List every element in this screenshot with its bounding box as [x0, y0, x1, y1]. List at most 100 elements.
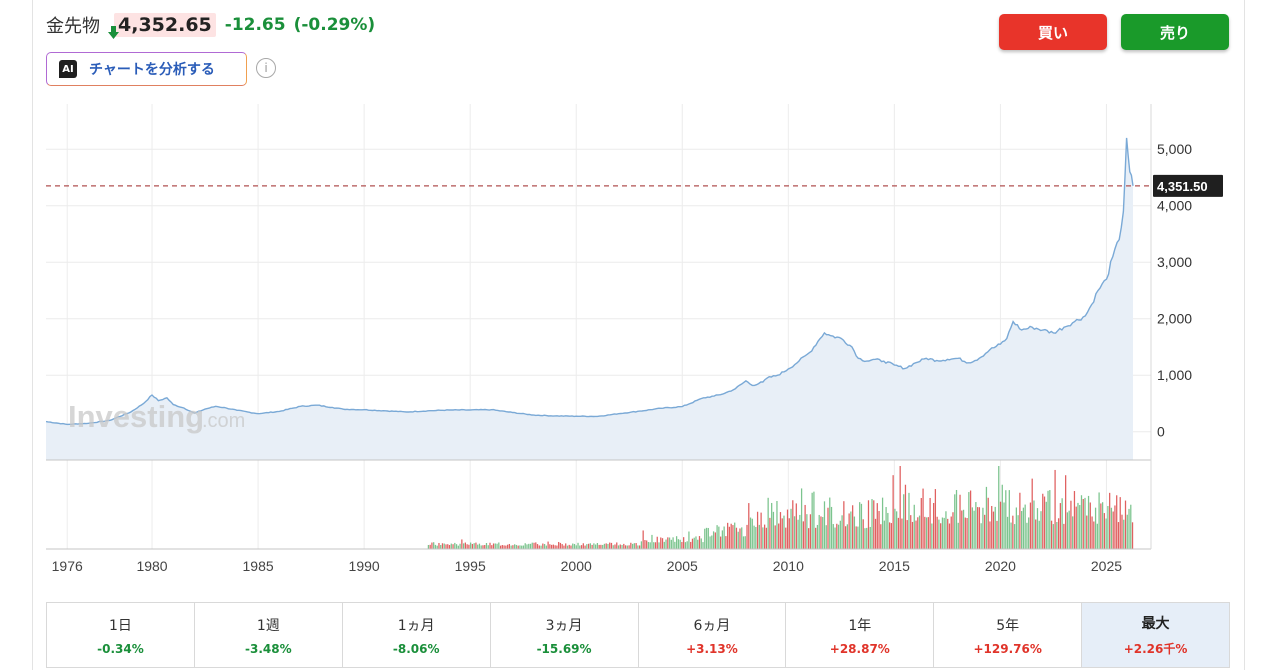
volume-bar — [829, 497, 831, 549]
volume-bar — [529, 543, 532, 549]
period-2[interactable]: 1ヵ月 -8.06% — [343, 603, 491, 667]
volume-bar — [656, 536, 658, 549]
period-0[interactable]: 1日 -0.34% — [47, 603, 195, 667]
x-tick-label: 2005 — [667, 558, 698, 574]
volume-bar — [901, 518, 903, 549]
price-line-series — [46, 137, 1134, 426]
volume-bar — [538, 545, 540, 549]
x-tick-label: 1990 — [349, 558, 380, 574]
volume-bar — [683, 537, 685, 549]
volume-bar — [427, 544, 430, 549]
watermark-suffix: .com — [202, 410, 245, 432]
period-label: 1週 — [256, 617, 280, 634]
volume-bar — [1114, 505, 1116, 549]
volume-bar — [885, 507, 887, 549]
period-3[interactable]: 3ヵ月 -15.69% — [491, 603, 639, 667]
volume-bar — [461, 539, 463, 549]
volume-bar — [772, 511, 775, 549]
price-chart[interactable]: Investing .com 5,000 4,000 3,000 2,000 1,000… — [46, 104, 1230, 584]
volume-bar — [573, 543, 576, 549]
volume-bar — [727, 522, 729, 549]
volume-bar — [577, 542, 579, 549]
volume-bar — [693, 537, 695, 549]
period-label: 1ヵ月 — [397, 617, 435, 634]
volume-bar — [964, 517, 966, 549]
price-area-fill — [46, 137, 1133, 460]
volume-bar — [721, 530, 724, 549]
period-5[interactable]: 1年 +28.87% — [786, 603, 935, 667]
volume-bar — [690, 541, 692, 549]
volume-bar — [892, 475, 894, 549]
volume-bar — [749, 517, 752, 549]
volume-bar — [966, 518, 968, 549]
volume-bar — [705, 527, 708, 549]
volume-bar — [688, 531, 690, 549]
volume-bar — [834, 527, 836, 549]
volume-bar — [628, 545, 630, 549]
volume-bar — [644, 540, 646, 549]
current-price-tag: 4,351.50 — [1153, 174, 1223, 197]
volume-bar — [1116, 495, 1118, 549]
volume-bar — [547, 541, 549, 549]
buy-button[interactable]: 買い — [999, 14, 1107, 50]
volume-bar — [610, 542, 613, 549]
volume-bar — [496, 543, 498, 549]
volume-bar — [1019, 492, 1021, 549]
volume-bar — [1049, 490, 1051, 549]
volume-bar — [1101, 502, 1104, 549]
period-6[interactable]: 5年 +129.76% — [934, 603, 1083, 667]
volume-bar — [1054, 469, 1056, 549]
volume-bar — [677, 539, 680, 549]
volume-bar — [976, 507, 979, 549]
volume-bar — [827, 507, 829, 549]
volume-bar — [940, 523, 942, 549]
volume-bar — [1103, 513, 1106, 549]
volume-bar — [607, 543, 609, 549]
x-axis: 1976 1980 1985 1990 1995 2000 2005 2010 2015 2020… — [52, 558, 1123, 574]
period-7[interactable]: 最大 +2.26千% — [1082, 603, 1229, 667]
current-price-tag-label: 4,351.50 — [1157, 179, 1208, 194]
volume-bar — [452, 544, 454, 549]
volume-bar — [455, 544, 458, 549]
volume-bar — [841, 515, 843, 549]
volume-bar — [1068, 510, 1070, 549]
volume-bar — [742, 536, 745, 549]
volume-bar — [728, 526, 731, 549]
volume-bar — [799, 514, 801, 549]
volume-bar — [617, 545, 620, 549]
volume-bar — [494, 543, 496, 549]
volume-bar — [881, 497, 884, 549]
info-icon[interactable]: i — [256, 58, 276, 78]
volume-bar — [1072, 516, 1074, 549]
analyze-chart-button[interactable]: AI チャートを分析する — [46, 52, 247, 86]
volume-bar — [904, 484, 907, 549]
volume-bar — [755, 526, 757, 549]
performance-periods: 1日 -0.34% 1週 -3.48% 1ヵ月 -8.06% 3ヵ月 -15.69% 6ヵ月 +3… — [46, 602, 1230, 668]
volume-bar — [809, 514, 812, 549]
period-4[interactable]: 6ヵ月 +3.13% — [639, 603, 787, 667]
volume-bar — [647, 542, 650, 549]
instrument-header: 金先物 4,352.65 -12.65 (-0.29%) — [46, 10, 375, 40]
volume-bar — [1109, 492, 1111, 549]
volume-bar — [457, 545, 459, 549]
volume-bar — [725, 536, 727, 549]
volume-bar — [568, 544, 570, 549]
volume-bar — [584, 545, 586, 549]
volume-bar — [843, 501, 845, 549]
volume-bar — [1021, 511, 1023, 549]
volume-bar — [808, 528, 810, 549]
volume-bar — [631, 543, 634, 549]
volume-bar — [844, 526, 847, 549]
volume-bar — [873, 500, 875, 549]
period-1[interactable]: 1週 -3.48% — [195, 603, 343, 667]
volume-bar — [932, 503, 935, 549]
volume-bar — [639, 545, 641, 549]
volume-bar — [739, 528, 741, 549]
volume-bar — [554, 545, 556, 549]
volume-bar — [922, 488, 924, 549]
ai-icon: AI — [59, 60, 77, 78]
period-label: 3ヵ月 — [545, 617, 583, 634]
sell-button[interactable]: 売り — [1121, 14, 1229, 50]
volume-bar — [591, 544, 593, 549]
volume-bar — [543, 544, 546, 549]
